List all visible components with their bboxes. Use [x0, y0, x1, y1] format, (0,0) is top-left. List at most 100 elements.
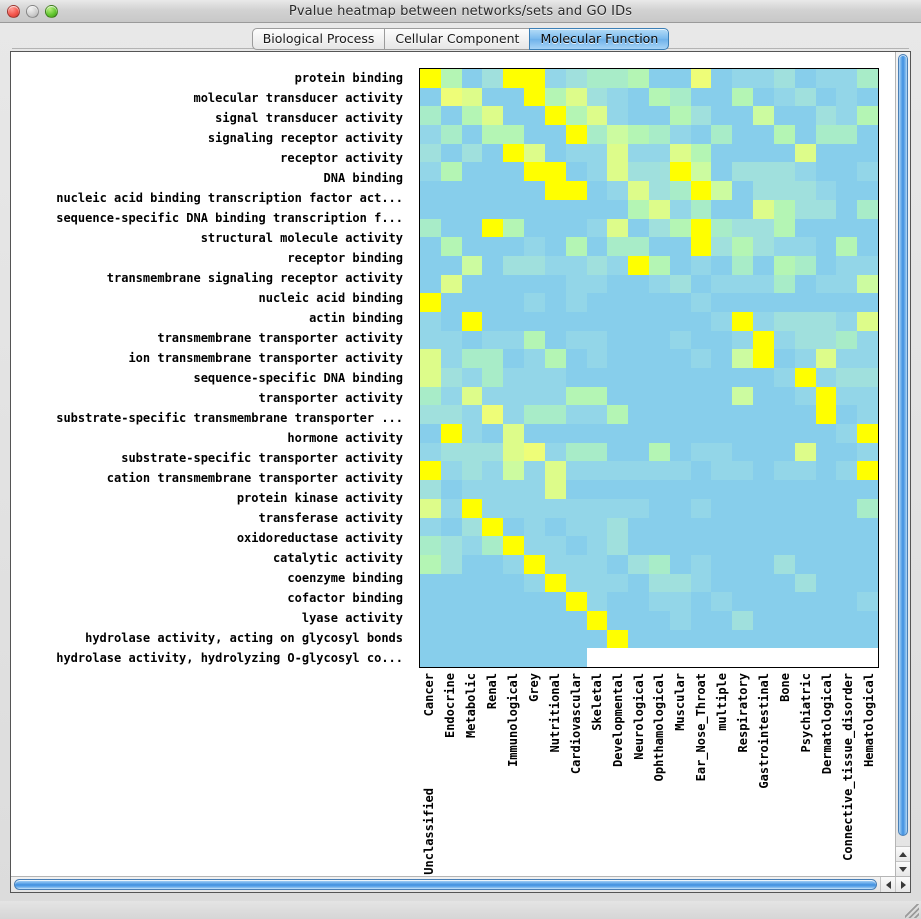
heatmap-cell[interactable]: [773, 143, 795, 163]
heatmap-cell[interactable]: [669, 106, 691, 126]
heatmap-cell[interactable]: [815, 106, 837, 126]
heatmap-cell[interactable]: [669, 162, 691, 182]
heatmap-cell[interactable]: [607, 293, 629, 312]
heatmap-cell[interactable]: [440, 573, 462, 593]
heatmap-cell[interactable]: [565, 461, 587, 481]
heatmap-cell[interactable]: [607, 349, 629, 368]
heatmap-cell[interactable]: [669, 199, 691, 219]
heatmap-cell[interactable]: [690, 442, 712, 462]
heatmap-cell[interactable]: [649, 330, 670, 350]
heatmap-cell[interactable]: [711, 87, 733, 107]
heatmap-cell[interactable]: [461, 517, 483, 537]
heatmap-cell[interactable]: [482, 517, 504, 537]
heatmap-cell[interactable]: [690, 349, 712, 368]
heatmap-cell[interactable]: [815, 536, 837, 555]
heatmap-cell[interactable]: [420, 405, 441, 425]
heatmap-cell[interactable]: [690, 87, 712, 107]
heatmap-cell[interactable]: [565, 87, 587, 107]
heatmap-cell[interactable]: [669, 386, 691, 406]
heatmap-cell[interactable]: [690, 573, 712, 593]
heatmap-cell[interactable]: [607, 517, 629, 537]
heatmap-cell[interactable]: [773, 274, 795, 294]
heatmap-cell[interactable]: [690, 274, 712, 294]
heatmap-cell[interactable]: [607, 106, 629, 126]
heatmap-cell[interactable]: [857, 405, 878, 425]
heatmap-cell[interactable]: [773, 610, 795, 630]
heatmap-cell[interactable]: [732, 349, 754, 368]
zoom-button[interactable]: [45, 5, 58, 18]
heatmap-cell[interactable]: [503, 442, 525, 462]
heatmap-cell[interactable]: [690, 517, 712, 537]
heatmap-cell[interactable]: [420, 87, 441, 107]
heatmap-cell[interactable]: [524, 573, 545, 593]
heatmap-cell[interactable]: [544, 629, 566, 649]
heatmap-cell[interactable]: [649, 573, 670, 593]
heatmap-cell[interactable]: [690, 461, 712, 481]
heatmap-cell[interactable]: [524, 480, 545, 499]
heatmap-cell[interactable]: [690, 554, 712, 574]
heatmap-cell[interactable]: [732, 424, 754, 443]
heatmap-cell[interactable]: [628, 330, 649, 350]
heatmap-cell[interactable]: [815, 592, 837, 611]
heatmap-cell[interactable]: [669, 293, 691, 312]
heatmap-cell[interactable]: [482, 218, 504, 238]
heatmap-cell[interactable]: [753, 143, 774, 163]
heatmap-cell[interactable]: [607, 424, 629, 443]
heatmap-cell[interactable]: [732, 461, 754, 481]
heatmap-cell[interactable]: [711, 218, 733, 238]
heatmap-cell[interactable]: [711, 442, 733, 462]
heatmap-cell[interactable]: [753, 536, 774, 555]
heatmap-cell[interactable]: [649, 349, 670, 368]
heatmap-cell[interactable]: [753, 69, 774, 88]
heatmap-cell[interactable]: [607, 480, 629, 499]
heatmap-cell[interactable]: [482, 349, 504, 368]
heatmap-cell[interactable]: [503, 592, 525, 611]
heatmap-cell[interactable]: [815, 610, 837, 630]
heatmap-cell[interactable]: [482, 536, 504, 555]
heatmap-cell[interactable]: [669, 405, 691, 425]
heatmap-cell[interactable]: [524, 143, 545, 163]
heatmap-cell[interactable]: [524, 386, 545, 406]
heatmap-cell[interactable]: [420, 610, 441, 630]
heatmap-cell[interactable]: [461, 330, 483, 350]
heatmap-cell[interactable]: [669, 610, 691, 630]
window-titlebar[interactable]: Pvalue heatmap between networks/sets and…: [0, 0, 921, 23]
heatmap-cell[interactable]: [815, 162, 837, 182]
heatmap-cell[interactable]: [607, 255, 629, 275]
heatmap-cell[interactable]: [836, 536, 858, 555]
heatmap-cell[interactable]: [420, 498, 441, 518]
heatmap-cell[interactable]: [753, 554, 774, 574]
heatmap-cell[interactable]: [586, 405, 608, 425]
heatmap-cell[interactable]: [815, 442, 837, 462]
heatmap-cell[interactable]: [544, 386, 566, 406]
heatmap-cell[interactable]: [420, 368, 441, 387]
heatmap-cell[interactable]: [815, 237, 837, 256]
heatmap-cell[interactable]: [649, 106, 670, 126]
heatmap-cell[interactable]: [649, 311, 670, 331]
heatmap-cell[interactable]: [461, 424, 483, 443]
heatmap-cell[interactable]: [649, 293, 670, 312]
heatmap-cell[interactable]: [503, 218, 525, 238]
heatmap-cell[interactable]: [503, 554, 525, 574]
heatmap-cell[interactable]: [649, 536, 670, 555]
heatmap-cell[interactable]: [649, 274, 670, 294]
heatmap-cell[interactable]: [607, 162, 629, 182]
heatmap-cell[interactable]: [649, 199, 670, 219]
heatmap-cell[interactable]: [440, 255, 462, 275]
heatmap-cell[interactable]: [544, 143, 566, 163]
scroll-left-button[interactable]: [880, 877, 895, 892]
heatmap-cell[interactable]: [732, 199, 754, 219]
heatmap-cell[interactable]: [773, 330, 795, 350]
heatmap-cell[interactable]: [690, 330, 712, 350]
heatmap-cell[interactable]: [753, 405, 774, 425]
heatmap-cell[interactable]: [544, 274, 566, 294]
heatmap-cell[interactable]: [857, 610, 878, 630]
heatmap-cell[interactable]: [753, 368, 774, 387]
heatmap-cell[interactable]: [544, 293, 566, 312]
heatmap-cell[interactable]: [461, 237, 483, 256]
heatmap-cell[interactable]: [461, 629, 483, 649]
heatmap-cell[interactable]: [669, 629, 691, 649]
heatmap-cell[interactable]: [773, 349, 795, 368]
heatmap-cell[interactable]: [815, 554, 837, 574]
heatmap-cell[interactable]: [732, 274, 754, 294]
